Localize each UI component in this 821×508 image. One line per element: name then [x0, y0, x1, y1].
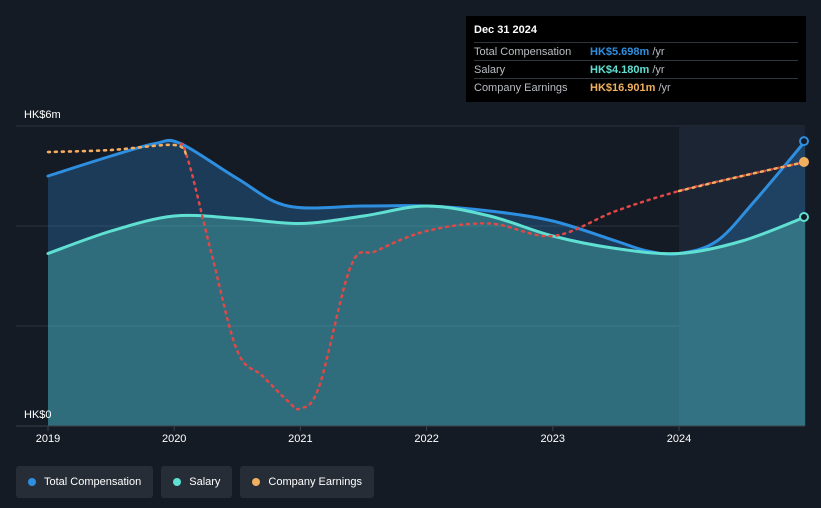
x-tick-label: 2021	[288, 433, 312, 445]
x-tick-label: 2019	[36, 433, 60, 445]
legend-label: Total Compensation	[44, 476, 142, 488]
area-total-compensation	[48, 140, 806, 426]
tooltip-unit: /yr	[658, 81, 671, 94]
line-company-earnings-early	[46, 143, 189, 158]
y-axis-bottom-label: HK$0	[24, 409, 52, 421]
legend-dot-icon	[28, 478, 36, 486]
line-salary	[46, 204, 807, 256]
grid-lines	[16, 125, 805, 327]
tooltip-value: HK$4.180m	[590, 63, 650, 76]
legend-item-total-compensation[interactable]: Total Compensation	[16, 466, 154, 498]
x-tick-label: 2023	[541, 433, 565, 445]
axes: HK$6m HK$0 2019 2020 2021 2022 2023 2024	[16, 109, 805, 445]
tooltip-row-company-earnings: Company Earnings HK$16.901m /yr	[474, 78, 798, 96]
tooltip: Dec 31 2024 Total Compensation HK$5.698m…	[466, 16, 806, 102]
tooltip-date: Dec 31 2024	[474, 24, 537, 36]
legend-label: Company Earnings	[268, 476, 362, 488]
series-areas	[48, 140, 806, 426]
legend-dot-icon	[173, 478, 182, 486]
legend-item-company-earnings[interactable]: Company Earnings	[240, 466, 374, 498]
end-markers	[799, 136, 809, 222]
end-marker-company-earnings	[799, 157, 809, 167]
tooltip-unit: /yr	[652, 63, 665, 76]
tooltip-label: Company Earnings	[474, 81, 568, 94]
area-salary	[48, 206, 806, 426]
line-company-earnings-negative-trend	[46, 142, 807, 411]
tooltip-unit: /yr	[652, 45, 665, 58]
x-tick-label: 2024	[667, 433, 691, 445]
tooltip-row-salary: Salary HK$4.180m /yr	[474, 60, 798, 78]
tooltip-row-total-compensation: Total Compensation HK$5.698m /yr	[474, 42, 798, 60]
legend: Total Compensation Salary Company Earnin…	[16, 466, 374, 498]
end-marker-salary	[799, 212, 809, 222]
line-company-earnings-late	[677, 160, 807, 193]
x-tick-label: 2020	[162, 433, 186, 445]
tooltip-label: Salary	[474, 63, 506, 76]
y-axis-top-label: HK$6m	[24, 109, 61, 121]
end-marker-total-compensation	[799, 136, 809, 147]
legend-item-salary[interactable]: Salary	[161, 466, 233, 498]
tooltip-value: HK$16.901m	[590, 81, 656, 94]
legend-label: Salary	[189, 476, 221, 488]
series-lines	[46, 138, 807, 411]
tooltip-value: HK$5.698m	[590, 45, 650, 58]
x-tick-label: 2022	[414, 433, 438, 445]
tooltip-label: Total Compensation	[474, 45, 572, 58]
legend-dot-icon	[252, 478, 261, 486]
